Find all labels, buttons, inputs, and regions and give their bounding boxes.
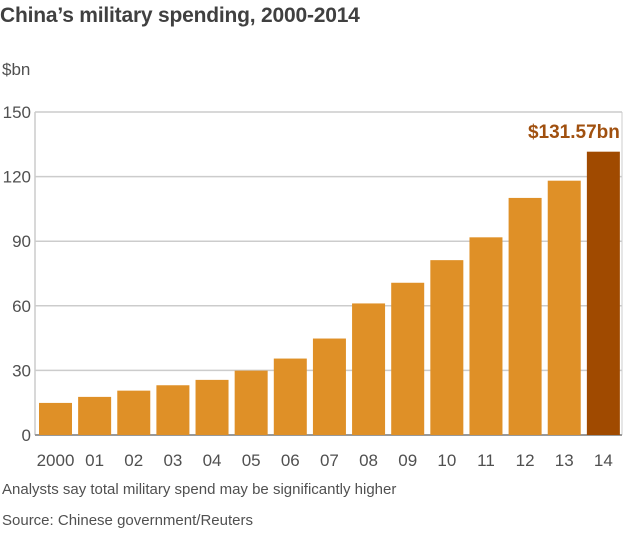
bar xyxy=(156,385,190,435)
chart-note: Analysts say total military spend may be… xyxy=(2,481,397,498)
bar xyxy=(352,303,386,435)
x-tick-label: 11 xyxy=(477,451,495,470)
data-label: $131.57bn xyxy=(528,122,620,143)
x-tick-label: 05 xyxy=(242,451,261,470)
x-tick-label: 10 xyxy=(437,451,456,470)
bar xyxy=(78,396,112,435)
x-tick-label: 14 xyxy=(594,451,613,470)
bar xyxy=(391,282,425,435)
bar xyxy=(117,390,151,435)
y-axis-ticks: 0 30 60 90 120 150 xyxy=(3,103,31,445)
x-tick-label: 02 xyxy=(124,451,143,470)
y-tick-label: 60 xyxy=(12,297,31,316)
y-tick-label: 90 xyxy=(12,232,31,251)
y-tick-label: 150 xyxy=(3,103,31,122)
bar xyxy=(195,379,229,435)
x-axis-ticks: 2000 01 02 03 04 05 06 07 08 09 10 11 12 13 14 xyxy=(37,451,613,470)
x-tick-label: 2000 xyxy=(37,451,75,470)
chart-source: Source: Chinese government/Reuters xyxy=(2,512,253,529)
bar xyxy=(508,197,542,435)
y-tick-label: 120 xyxy=(3,168,31,187)
bar xyxy=(547,180,581,435)
bar xyxy=(586,151,620,436)
x-tick-label: 09 xyxy=(398,451,417,470)
x-tick-label: 12 xyxy=(516,451,535,470)
y-tick-label: 0 xyxy=(22,426,31,445)
x-tick-label: 03 xyxy=(163,451,182,470)
y-axis-unit-label: $bn xyxy=(2,60,31,79)
bars xyxy=(39,151,620,436)
bar xyxy=(469,237,503,435)
bar xyxy=(430,260,464,435)
y-tick-label: 30 xyxy=(12,361,31,380)
bar xyxy=(273,358,307,435)
x-tick-label: 01 xyxy=(85,451,104,470)
annotations: $131.57bn xyxy=(528,122,620,143)
x-tick-label: 07 xyxy=(320,451,339,470)
x-tick-label: 08 xyxy=(359,451,378,470)
x-tick-label: 04 xyxy=(203,451,222,470)
bar xyxy=(39,402,72,435)
chart-title: China’s military spending, 2000-2014 xyxy=(0,4,360,27)
x-tick-label: 13 xyxy=(555,451,574,470)
bar-chart: 0 30 60 90 120 150 2000 01 02 03 04 05 06 07 08 09 10 11… xyxy=(3,103,623,470)
x-tick-label: 06 xyxy=(281,451,300,470)
bar xyxy=(312,338,346,435)
bar xyxy=(234,370,268,435)
